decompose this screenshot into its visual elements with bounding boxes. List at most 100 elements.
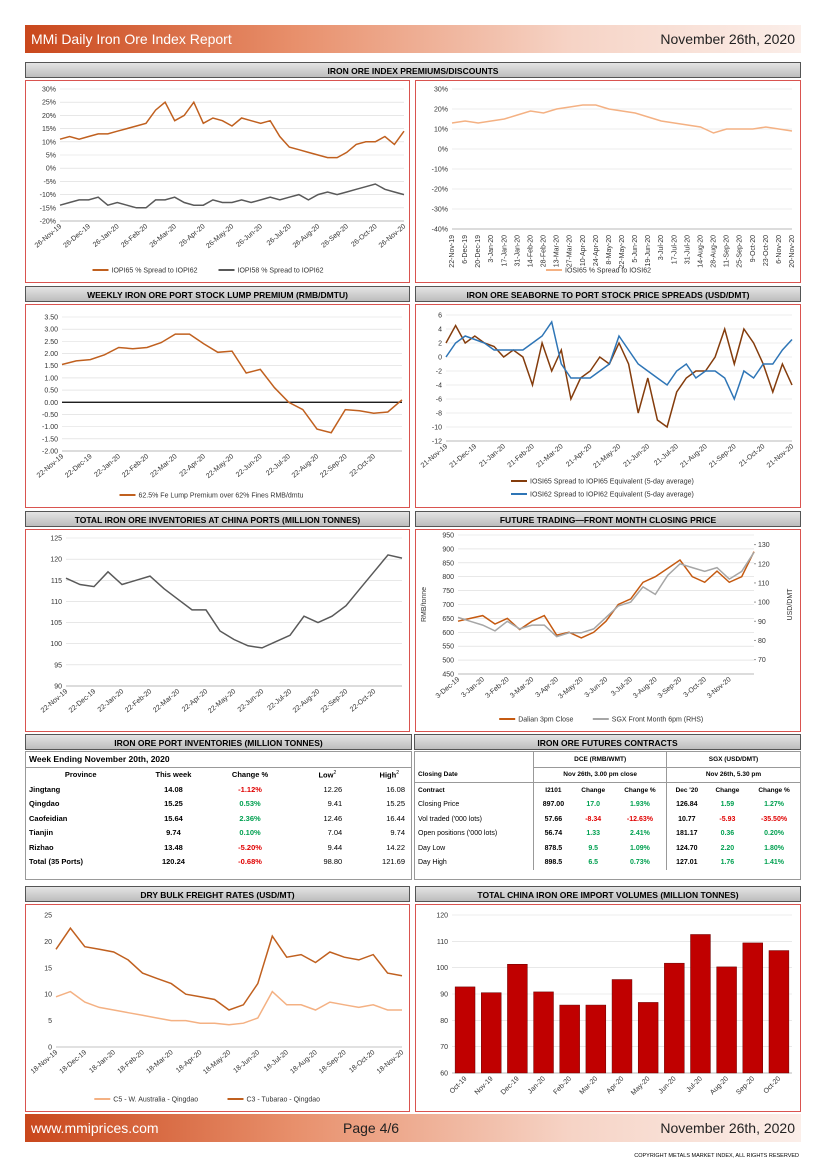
x-tick-label: 21-Mar-20 — [535, 443, 564, 469]
x-tick-label: 26-Nov-19 — [34, 223, 64, 249]
table-cell: 16.08 — [386, 784, 405, 794]
section-title: IRON ORE PORT INVENTORIES (MILLION TONNE… — [25, 734, 412, 750]
y-tick-label: 0 — [438, 355, 442, 362]
x-tick-label: 22-Mar-20 — [149, 453, 178, 479]
table-cell: 57.66 — [533, 812, 573, 827]
x-tick-label: 21-Jul-20 — [653, 443, 680, 467]
table-cell: 124.70 — [665, 841, 707, 856]
y-tick-label: 850 — [442, 560, 454, 567]
y-tick-label: 5 — [48, 1018, 52, 1025]
series-line — [451, 104, 793, 134]
series-line — [59, 100, 405, 159]
x-tick-label: 24-Apr-20 — [593, 235, 600, 266]
table-cell: 9.74 — [390, 828, 405, 838]
chart-panel: -40% -30% -20% -10% 0% 10% 20% 30% 22-Nov-19 6-De… — [415, 80, 801, 283]
x-tick-label: 22-Oct-20 — [349, 453, 377, 478]
table-cell: 1.33 — [586, 830, 601, 838]
page-number: Page 4/6 — [343, 1120, 400, 1136]
x-tick-label: 21-May-20 — [592, 443, 622, 470]
legend-label: 62.5% Fe Lump Premium over 62% Fines RMB… — [139, 493, 304, 500]
x-tick-label: 3-Jul-20 — [610, 676, 634, 698]
bar — [664, 962, 685, 1074]
table-cell: 0.20% — [764, 830, 784, 838]
table-row: Week Ending November 20th, 2020 — [26, 752, 411, 768]
y-tick-label: 950 — [442, 533, 454, 540]
x-tick-label: 3-Feb-20 — [484, 676, 510, 700]
table-cell: 1.27% — [764, 801, 784, 809]
y-tick-label: 3.50 — [44, 315, 58, 322]
x-tick-label: 26-Aug-20 — [292, 223, 322, 249]
table-cell: 6.5 — [588, 859, 599, 867]
footnote-mark: 2 — [333, 770, 337, 776]
table-cell: 127.01 — [665, 855, 707, 870]
y-tick-label: 10 — [44, 992, 52, 999]
y-tick-label: -20% — [40, 219, 56, 226]
table-cell: 10.77 — [665, 812, 707, 827]
y-tick-label: -12 — [432, 439, 442, 446]
website: www.mmiprices.com — [31, 1120, 159, 1136]
y-tick-label: 115 — [51, 578, 62, 585]
y2-tick-label: 70 — [758, 657, 766, 664]
y-tick-label: 25 — [44, 913, 52, 920]
y-tick-label: -5% — [44, 179, 56, 186]
x-tick-label: 26-Jun-20 — [235, 223, 264, 249]
section-title: DRY BULK FREIGHT RATES (USD/MT) — [25, 886, 410, 902]
table-row: Total (35 Ports) 120.24 -0.68% 98.80 121.69 — [26, 855, 411, 870]
x-tick-label: 26-Jul-20 — [266, 223, 293, 247]
y-tick-label: 100 — [50, 641, 62, 648]
section-title: WEEKLY IRON ORE PORT STOCK LUMP PREMIUM … — [25, 286, 410, 302]
y-tick-label: 10% — [42, 139, 56, 146]
bar — [611, 979, 633, 1074]
x-tick-label: 3-Jan-20 — [488, 235, 495, 263]
x-tick-label: 3-Aug-20 — [632, 676, 659, 700]
chart: 450 500 550 600 650 700 750 800 850 900 950 70 80 90 1… — [421, 533, 794, 724]
y-tick-label: 900 — [442, 546, 454, 553]
x-tick-label: 22-Jun-20 — [235, 453, 264, 479]
x-tick-label: 3-Mar-20 — [509, 676, 535, 700]
x-tick-label: Jun-20 — [658, 1075, 678, 1095]
x-tick-label: 5-Jun-20 — [632, 235, 639, 263]
x-tick-label: 21-Sep-20 — [708, 443, 738, 469]
footer-date: November 26th, 2020 — [660, 1120, 795, 1136]
y-tick-label: -2.00 — [42, 449, 58, 456]
y2-tick-label: 80 — [758, 638, 766, 645]
table-cell: 16.44 — [386, 813, 405, 823]
x-tick-label: 21-Jun-20 — [622, 443, 651, 469]
y-tick-label: -10 — [432, 425, 442, 432]
table-row: Closing Price 897.00 17.0 1.93% 126.84 1.59 1.… — [415, 797, 800, 812]
section-title: FUTURE TRADING—FRONT MONTH CLOSING PRICE — [415, 511, 801, 527]
x-tick-label: 3-Oct-20 — [683, 676, 708, 699]
bar — [454, 986, 476, 1074]
x-tick-label: 3-Apr-20 — [535, 676, 560, 699]
futures-table: DCE (RMB/WMT) SGX (USD/DMT) Closing Date No… — [414, 751, 801, 880]
header-bar: MMi Daily Iron Ore Index Report November… — [25, 25, 801, 53]
x-tick-label: 18-Sep-20 — [318, 1049, 348, 1075]
table-cell: 126.84 — [665, 797, 707, 812]
table-cell: Total (35 Ports) — [29, 857, 84, 867]
y-tick-label: 10% — [434, 127, 448, 134]
legend-label: IOPI65 % Spread to IOPI62 — [112, 268, 198, 275]
y-tick-label: 2.00 — [44, 351, 58, 358]
y-tick-label: 0.50 — [44, 388, 58, 395]
section-title: TOTAL IRON ORE INVENTORIES AT CHINA PORT… — [25, 511, 410, 527]
y-tick-label: -40% — [432, 227, 448, 234]
y-tick-label: 15 — [44, 965, 52, 972]
y-tick-label: 650 — [442, 616, 454, 623]
table: Week Ending November 20th, 2020 Province T… — [26, 752, 411, 869]
series-line — [445, 320, 793, 402]
y-tick-label: 30% — [434, 87, 448, 94]
x-tick-label: 3-Jan-20 — [460, 676, 486, 699]
table-cell: -12.63% — [626, 815, 653, 823]
y-tick-label: 0% — [46, 166, 56, 173]
table-cell: 14.08 — [164, 784, 183, 794]
y-axis-label: RMB/tonne — [421, 587, 428, 622]
column-header: Change % — [758, 786, 790, 794]
y-tick-label: -20% — [432, 187, 448, 194]
x-tick-label: 28-Aug-20 — [711, 235, 718, 268]
table-cell: 15.64 — [164, 813, 183, 823]
table-cell: 1.59 — [720, 801, 735, 809]
table-row: Tianjin 9.74 0.10% 7.04 9.74 — [26, 826, 411, 841]
x-tick-label: 21-Oct-20 — [738, 443, 766, 468]
y2-tick-label: 120 — [758, 561, 770, 568]
section-title: IRON ORE INDEX PREMIUMS/DISCOUNTS — [25, 62, 801, 78]
